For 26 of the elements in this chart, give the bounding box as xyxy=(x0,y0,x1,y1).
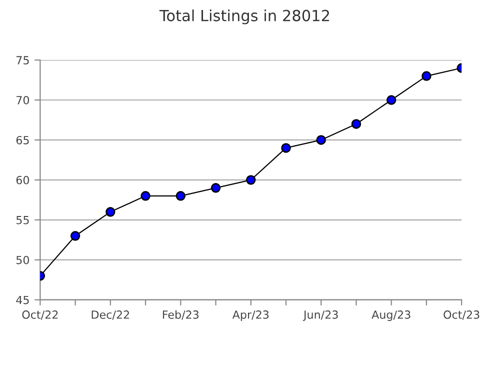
x-tick-label: Dec/22 xyxy=(92,310,129,320)
point xyxy=(281,143,291,153)
y-tick-label: 60 xyxy=(16,176,30,184)
point xyxy=(351,119,362,129)
point xyxy=(386,95,396,105)
y-tick-label: 50 xyxy=(16,256,30,264)
y-tick-label: 70 xyxy=(16,96,30,104)
point xyxy=(246,175,256,185)
point xyxy=(210,183,221,193)
y-tick-label: 55 xyxy=(16,216,29,224)
point xyxy=(422,71,432,81)
chart-title: Total Listings in 28012 xyxy=(159,10,330,24)
x-tick-label: Feb/23 xyxy=(162,310,199,320)
y-tick-label: 65 xyxy=(16,136,29,144)
point xyxy=(70,231,80,241)
point xyxy=(176,191,186,201)
point xyxy=(106,207,116,217)
x-tick-label: Oct/22 xyxy=(22,310,58,320)
point xyxy=(140,191,150,201)
point xyxy=(316,135,326,145)
x-tick-label: Apr/23 xyxy=(232,310,269,321)
x-tick-label: Oct/23 xyxy=(444,310,480,320)
x-tick-label: Aug/23 xyxy=(372,310,410,321)
y-tick-label: 75 xyxy=(16,56,29,64)
y-tick-label: 45 xyxy=(16,296,29,304)
x-tick-label: Jun/23 xyxy=(302,310,338,321)
